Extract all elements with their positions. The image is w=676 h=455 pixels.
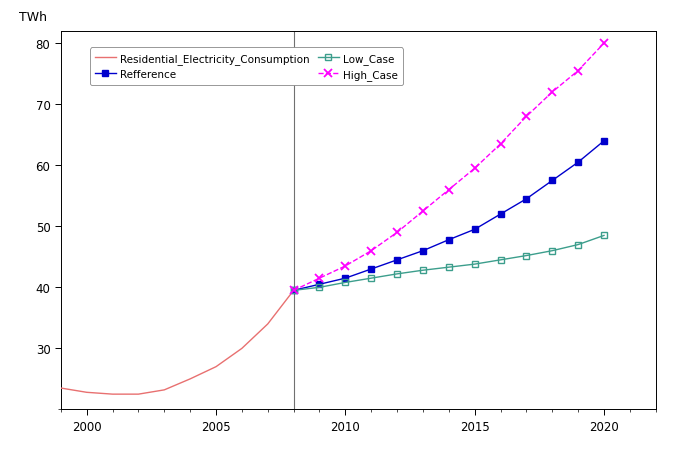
Text: TWh: TWh [19,11,47,24]
Legend: Residential_Electricity_Consumption, Refference, Low_Case, High_Case: Residential_Electricity_Consumption, Ref… [90,48,403,86]
